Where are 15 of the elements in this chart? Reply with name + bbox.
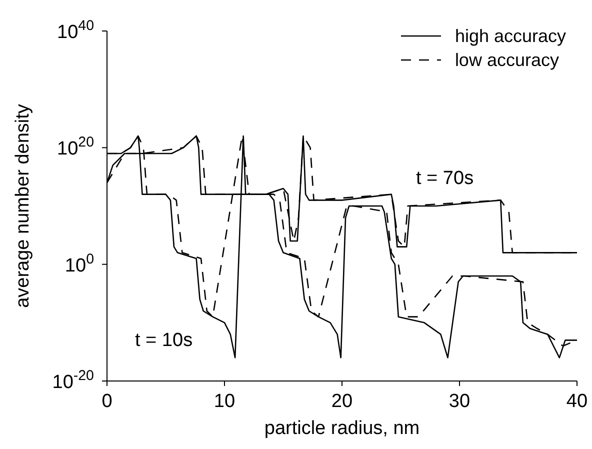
x-tick-label: 40 [566,391,588,412]
annotation: t = 70s [416,168,474,190]
y-tick-label: 10$^{0}$ [64,251,94,276]
annotation: t = 10s [135,330,193,352]
x-tick-label: 0 [102,391,112,412]
x-axis-title: particle radius, nm [264,418,420,439]
legend-label: high accuracy [454,26,566,46]
y-tick-label: 10$^{-20}$ [52,368,94,393]
x-tick-label: 10 [214,391,236,412]
y-tick-label: 10$^{40}$ [57,18,94,43]
x-tick-label: 30 [448,391,470,412]
y-axis-title: average number density [12,104,34,308]
x-tick-label: 20 [331,391,353,412]
legend-label: low accuracy [454,50,559,70]
y-tick-label: 10$^{20}$ [57,134,94,160]
